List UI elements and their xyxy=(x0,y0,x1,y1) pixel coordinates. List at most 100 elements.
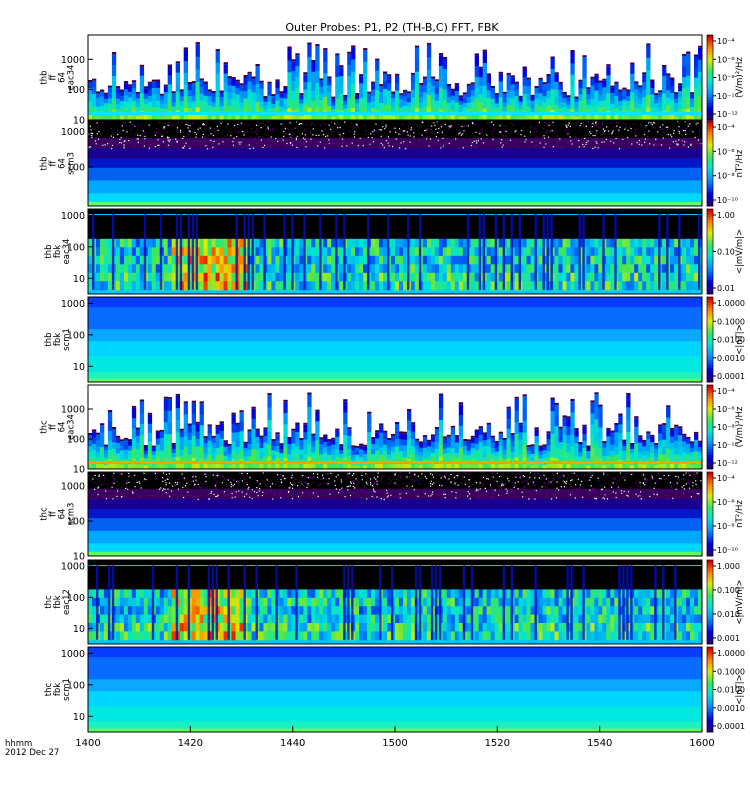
cell xyxy=(530,108,535,113)
speck xyxy=(444,134,446,136)
speck xyxy=(406,477,409,479)
cell xyxy=(231,281,236,291)
speck xyxy=(372,146,374,148)
speck xyxy=(565,126,568,128)
speck xyxy=(278,493,281,495)
cell xyxy=(203,89,208,97)
cell xyxy=(235,79,240,82)
speck xyxy=(464,483,466,485)
speck xyxy=(476,494,478,496)
speck xyxy=(110,141,112,143)
cell xyxy=(279,281,284,291)
cell xyxy=(590,402,595,414)
cell xyxy=(275,79,280,82)
cell xyxy=(414,272,420,282)
cell xyxy=(267,89,272,97)
cell xyxy=(658,440,663,449)
cell xyxy=(554,72,559,75)
cell xyxy=(618,451,623,461)
cell xyxy=(662,111,667,120)
speck xyxy=(339,134,341,136)
cell xyxy=(103,98,109,104)
cell xyxy=(215,455,220,463)
cell xyxy=(550,445,555,458)
speck xyxy=(552,121,554,123)
cell xyxy=(379,281,384,291)
cell xyxy=(339,444,344,447)
speck xyxy=(579,127,581,129)
cell xyxy=(315,264,320,274)
cell xyxy=(383,104,388,113)
speck xyxy=(596,142,598,144)
cell xyxy=(323,447,328,454)
cell xyxy=(171,115,176,120)
cell xyxy=(295,431,300,440)
speck xyxy=(249,496,251,498)
cell xyxy=(542,96,547,103)
speck xyxy=(365,481,367,483)
cell xyxy=(251,99,256,107)
cell xyxy=(347,429,352,437)
cell xyxy=(566,435,571,445)
speck xyxy=(471,141,473,144)
speck xyxy=(394,472,396,474)
cell xyxy=(395,446,400,455)
colorbar-tick-label: 10⁻¹⁰ xyxy=(717,441,738,450)
cell xyxy=(638,447,643,454)
speck xyxy=(205,476,207,478)
cell xyxy=(598,404,603,407)
cell xyxy=(682,264,687,274)
speck xyxy=(675,143,678,145)
cell xyxy=(267,95,272,103)
cell xyxy=(642,104,647,113)
colorbar-segment xyxy=(707,265,713,269)
cell xyxy=(446,255,452,265)
cell xyxy=(626,238,631,248)
cell xyxy=(578,88,583,95)
speck xyxy=(513,486,515,488)
speck xyxy=(503,130,506,132)
cell xyxy=(100,447,105,455)
cell xyxy=(311,452,316,459)
cell xyxy=(235,81,240,89)
speck xyxy=(467,125,469,127)
cell xyxy=(223,101,228,112)
cell xyxy=(195,421,200,424)
cell xyxy=(351,272,356,282)
speck xyxy=(401,491,403,493)
speck xyxy=(377,472,379,474)
cell xyxy=(315,83,320,96)
cell xyxy=(199,113,204,120)
cell xyxy=(502,464,507,469)
cell xyxy=(239,83,244,86)
cell xyxy=(574,105,579,110)
cell xyxy=(391,93,396,99)
cell xyxy=(530,281,535,291)
cell xyxy=(355,103,360,108)
cell xyxy=(131,448,137,460)
cell xyxy=(534,442,539,450)
cell xyxy=(678,108,683,115)
cell xyxy=(642,74,647,83)
cell xyxy=(574,428,579,431)
cell xyxy=(470,90,476,97)
speck xyxy=(270,136,272,138)
speck xyxy=(243,479,246,481)
cell xyxy=(694,272,699,282)
colorbar-segment xyxy=(707,234,713,238)
colorbar-segment xyxy=(707,223,713,227)
cell xyxy=(335,428,340,431)
speck xyxy=(261,494,263,497)
cell xyxy=(351,45,356,48)
cell xyxy=(426,281,432,291)
speck xyxy=(612,491,614,493)
speck xyxy=(265,492,268,494)
speck xyxy=(569,125,571,128)
cell xyxy=(171,456,176,462)
band xyxy=(88,543,702,553)
cell xyxy=(96,264,101,274)
cell xyxy=(100,89,105,92)
speck xyxy=(100,489,102,491)
cell xyxy=(430,78,436,86)
